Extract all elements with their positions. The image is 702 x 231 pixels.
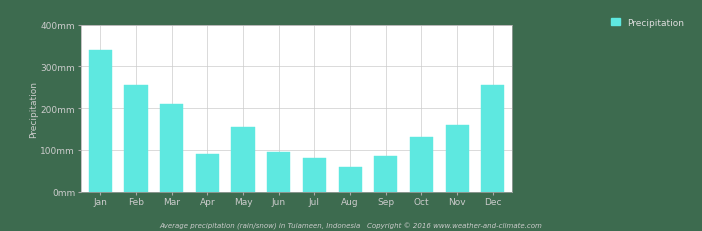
Text: Average precipitation (rain/snow) in Tulameen, Indonesia   Copyright © 2016 www.: Average precipitation (rain/snow) in Tul…	[159, 222, 543, 229]
Y-axis label: Precipitation: Precipitation	[29, 80, 38, 137]
Bar	[446, 125, 469, 192]
Bar	[303, 158, 326, 192]
Bar	[374, 156, 397, 192]
Legend: Precipitation: Precipitation	[609, 16, 687, 30]
Bar	[338, 167, 362, 192]
Bar	[196, 154, 219, 192]
Bar	[267, 152, 291, 192]
Bar	[88, 50, 112, 192]
Bar	[124, 86, 147, 192]
Bar	[160, 104, 183, 192]
Bar	[410, 138, 433, 192]
Bar	[482, 86, 505, 192]
Bar	[232, 127, 255, 192]
